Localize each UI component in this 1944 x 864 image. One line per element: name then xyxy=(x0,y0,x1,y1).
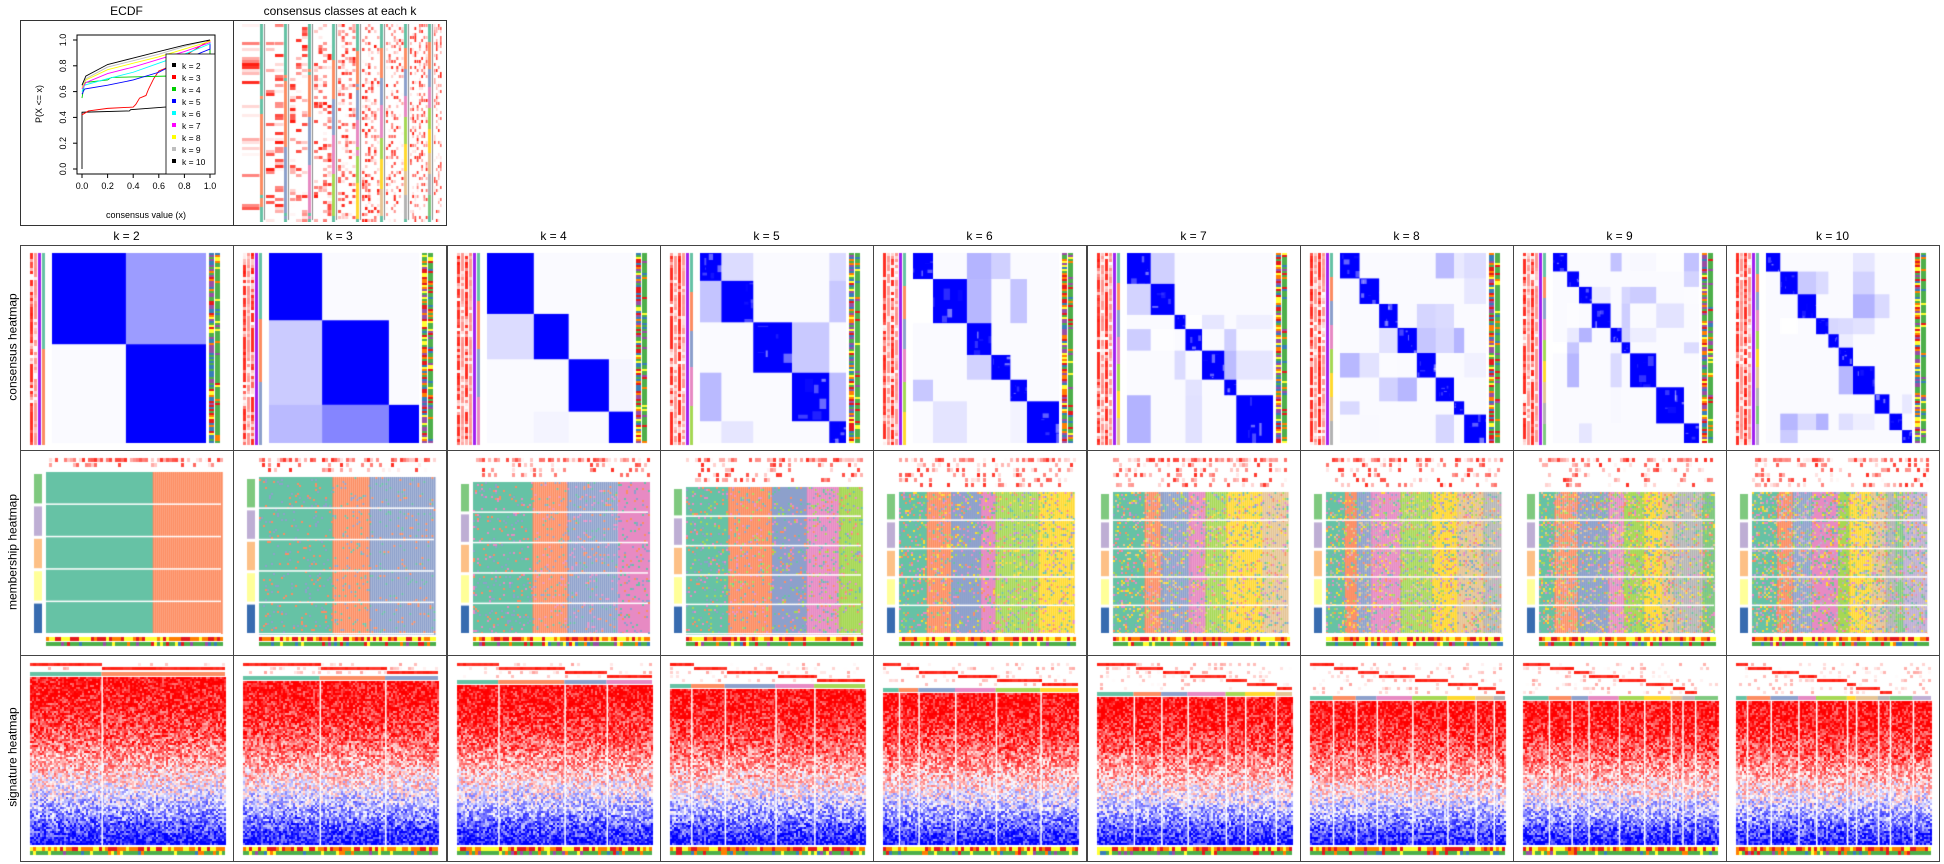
ecdf-line-k10 xyxy=(81,39,211,86)
signature-heatmap-k5 xyxy=(664,659,870,857)
signature-heatmap-k7 xyxy=(1091,659,1297,857)
k-label: k = 8 xyxy=(1393,229,1420,243)
x-tick-label: 0.4 xyxy=(127,181,140,191)
signature-heatmap-k8 xyxy=(1304,659,1510,857)
ecdf-line-k3 xyxy=(81,39,211,116)
ecdf-line-k9 xyxy=(81,39,211,87)
consensus-heatmap-k2 xyxy=(24,249,230,447)
consensus-classes-heatmap xyxy=(240,24,442,222)
legend-label: k = 2 xyxy=(182,61,201,71)
k-label: k = 3 xyxy=(326,229,353,243)
row-label-membership: membership heatmap xyxy=(5,493,20,611)
legend-label: k = 7 xyxy=(182,121,201,131)
consensus-heatmap-k4 xyxy=(451,249,657,447)
k-label: k = 7 xyxy=(1180,229,1207,243)
y-tick-label: 0.6 xyxy=(58,85,68,98)
k-label: k = 4 xyxy=(540,229,567,243)
membership-heatmap-k9 xyxy=(1517,454,1723,652)
ecdf-title: ECDF xyxy=(110,4,143,18)
signature-heatmap-k9 xyxy=(1517,659,1723,857)
legend-swatch xyxy=(172,147,176,151)
signature-panel-border xyxy=(1726,655,1940,862)
classes-panel xyxy=(233,20,447,226)
signature-heatmap-k10 xyxy=(1730,659,1936,857)
k-label: k = 10 xyxy=(1815,229,1850,243)
consensus-heatmap-k10 xyxy=(1730,249,1936,447)
legend-swatch xyxy=(172,75,176,79)
x-tick-label: 0.6 xyxy=(153,181,166,191)
x-axis-label: consensus value (x) xyxy=(106,210,186,220)
row-label-consensus: consensus heatmap xyxy=(5,293,20,401)
consensus-heatmap-k7 xyxy=(1091,249,1297,447)
y-tick-label: 0.8 xyxy=(58,60,68,73)
legend-swatch xyxy=(172,159,176,163)
legend-label: k = 9 xyxy=(182,145,201,155)
signature-heatmap-k4 xyxy=(451,659,657,857)
membership-heatmap-k2 xyxy=(24,454,230,652)
signature-panel-border xyxy=(873,655,1087,862)
membership-heatmap-k6 xyxy=(877,454,1083,652)
y-tick-label: 1.0 xyxy=(58,34,68,47)
signature-panel-border xyxy=(233,655,447,862)
legend-label: k = 10 xyxy=(182,157,206,167)
y-axis-label: P(X <= x) xyxy=(34,85,44,123)
ecdf-line-k6 xyxy=(81,40,211,92)
signature-heatmap-k2 xyxy=(24,659,230,857)
ecdf-line-k5 xyxy=(81,40,211,95)
x-tick-label: 0.0 xyxy=(76,181,89,191)
legend-label: k = 8 xyxy=(182,133,201,143)
legend-swatch xyxy=(172,111,176,115)
row-label-signature: signature heatmap xyxy=(5,707,20,807)
membership-heatmap-k4 xyxy=(451,454,657,652)
ecdf-line-k8 xyxy=(81,40,211,88)
consensus-heatmap-k9 xyxy=(1517,249,1723,447)
x-tick-label: 1.0 xyxy=(204,181,217,191)
legend-swatch xyxy=(172,63,176,67)
signature-heatmap-k3 xyxy=(237,659,443,857)
membership-heatmap-k10 xyxy=(1730,454,1936,652)
consensus-heatmap-k6 xyxy=(877,249,1083,447)
x-tick-label: 0.8 xyxy=(178,181,191,191)
y-tick-label: 0.0 xyxy=(58,163,68,176)
legend-swatch xyxy=(172,87,176,91)
ecdf-line-k7 xyxy=(81,40,211,90)
x-tick-label: 0.2 xyxy=(101,181,114,191)
consensus-heatmap-k3 xyxy=(237,249,443,447)
signature-heatmap-k6 xyxy=(877,659,1083,857)
consensus-heatmap-k8 xyxy=(1304,249,1510,447)
k-label: k = 5 xyxy=(753,229,780,243)
membership-heatmap-k5 xyxy=(664,454,870,652)
classes-title: consensus classes at each k xyxy=(263,4,417,18)
legend-swatch xyxy=(172,135,176,139)
k-label: k = 6 xyxy=(966,229,993,243)
k-label: k = 2 xyxy=(113,229,140,243)
legend-label: k = 5 xyxy=(182,97,201,107)
legend-swatch xyxy=(172,99,176,103)
membership-heatmap-k7 xyxy=(1091,454,1297,652)
consensus-heatmap-k5 xyxy=(664,249,870,447)
legend-label: k = 3 xyxy=(182,73,201,83)
y-tick-label: 0.2 xyxy=(58,137,68,150)
legend-label: k = 4 xyxy=(182,85,201,95)
legend-swatch xyxy=(172,123,176,127)
membership-heatmap-k3 xyxy=(237,454,443,652)
legend-label: k = 6 xyxy=(182,109,201,119)
ecdf-chart: 0.0 0.2 0.4 0.6 0.8 1.0 0.0 0.2 0.4 0.6 0.8 1.0 cons… xyxy=(34,34,217,220)
membership-heatmap-k8 xyxy=(1304,454,1510,652)
y-tick-label: 0.4 xyxy=(58,111,68,124)
k-label: k = 9 xyxy=(1606,229,1633,243)
